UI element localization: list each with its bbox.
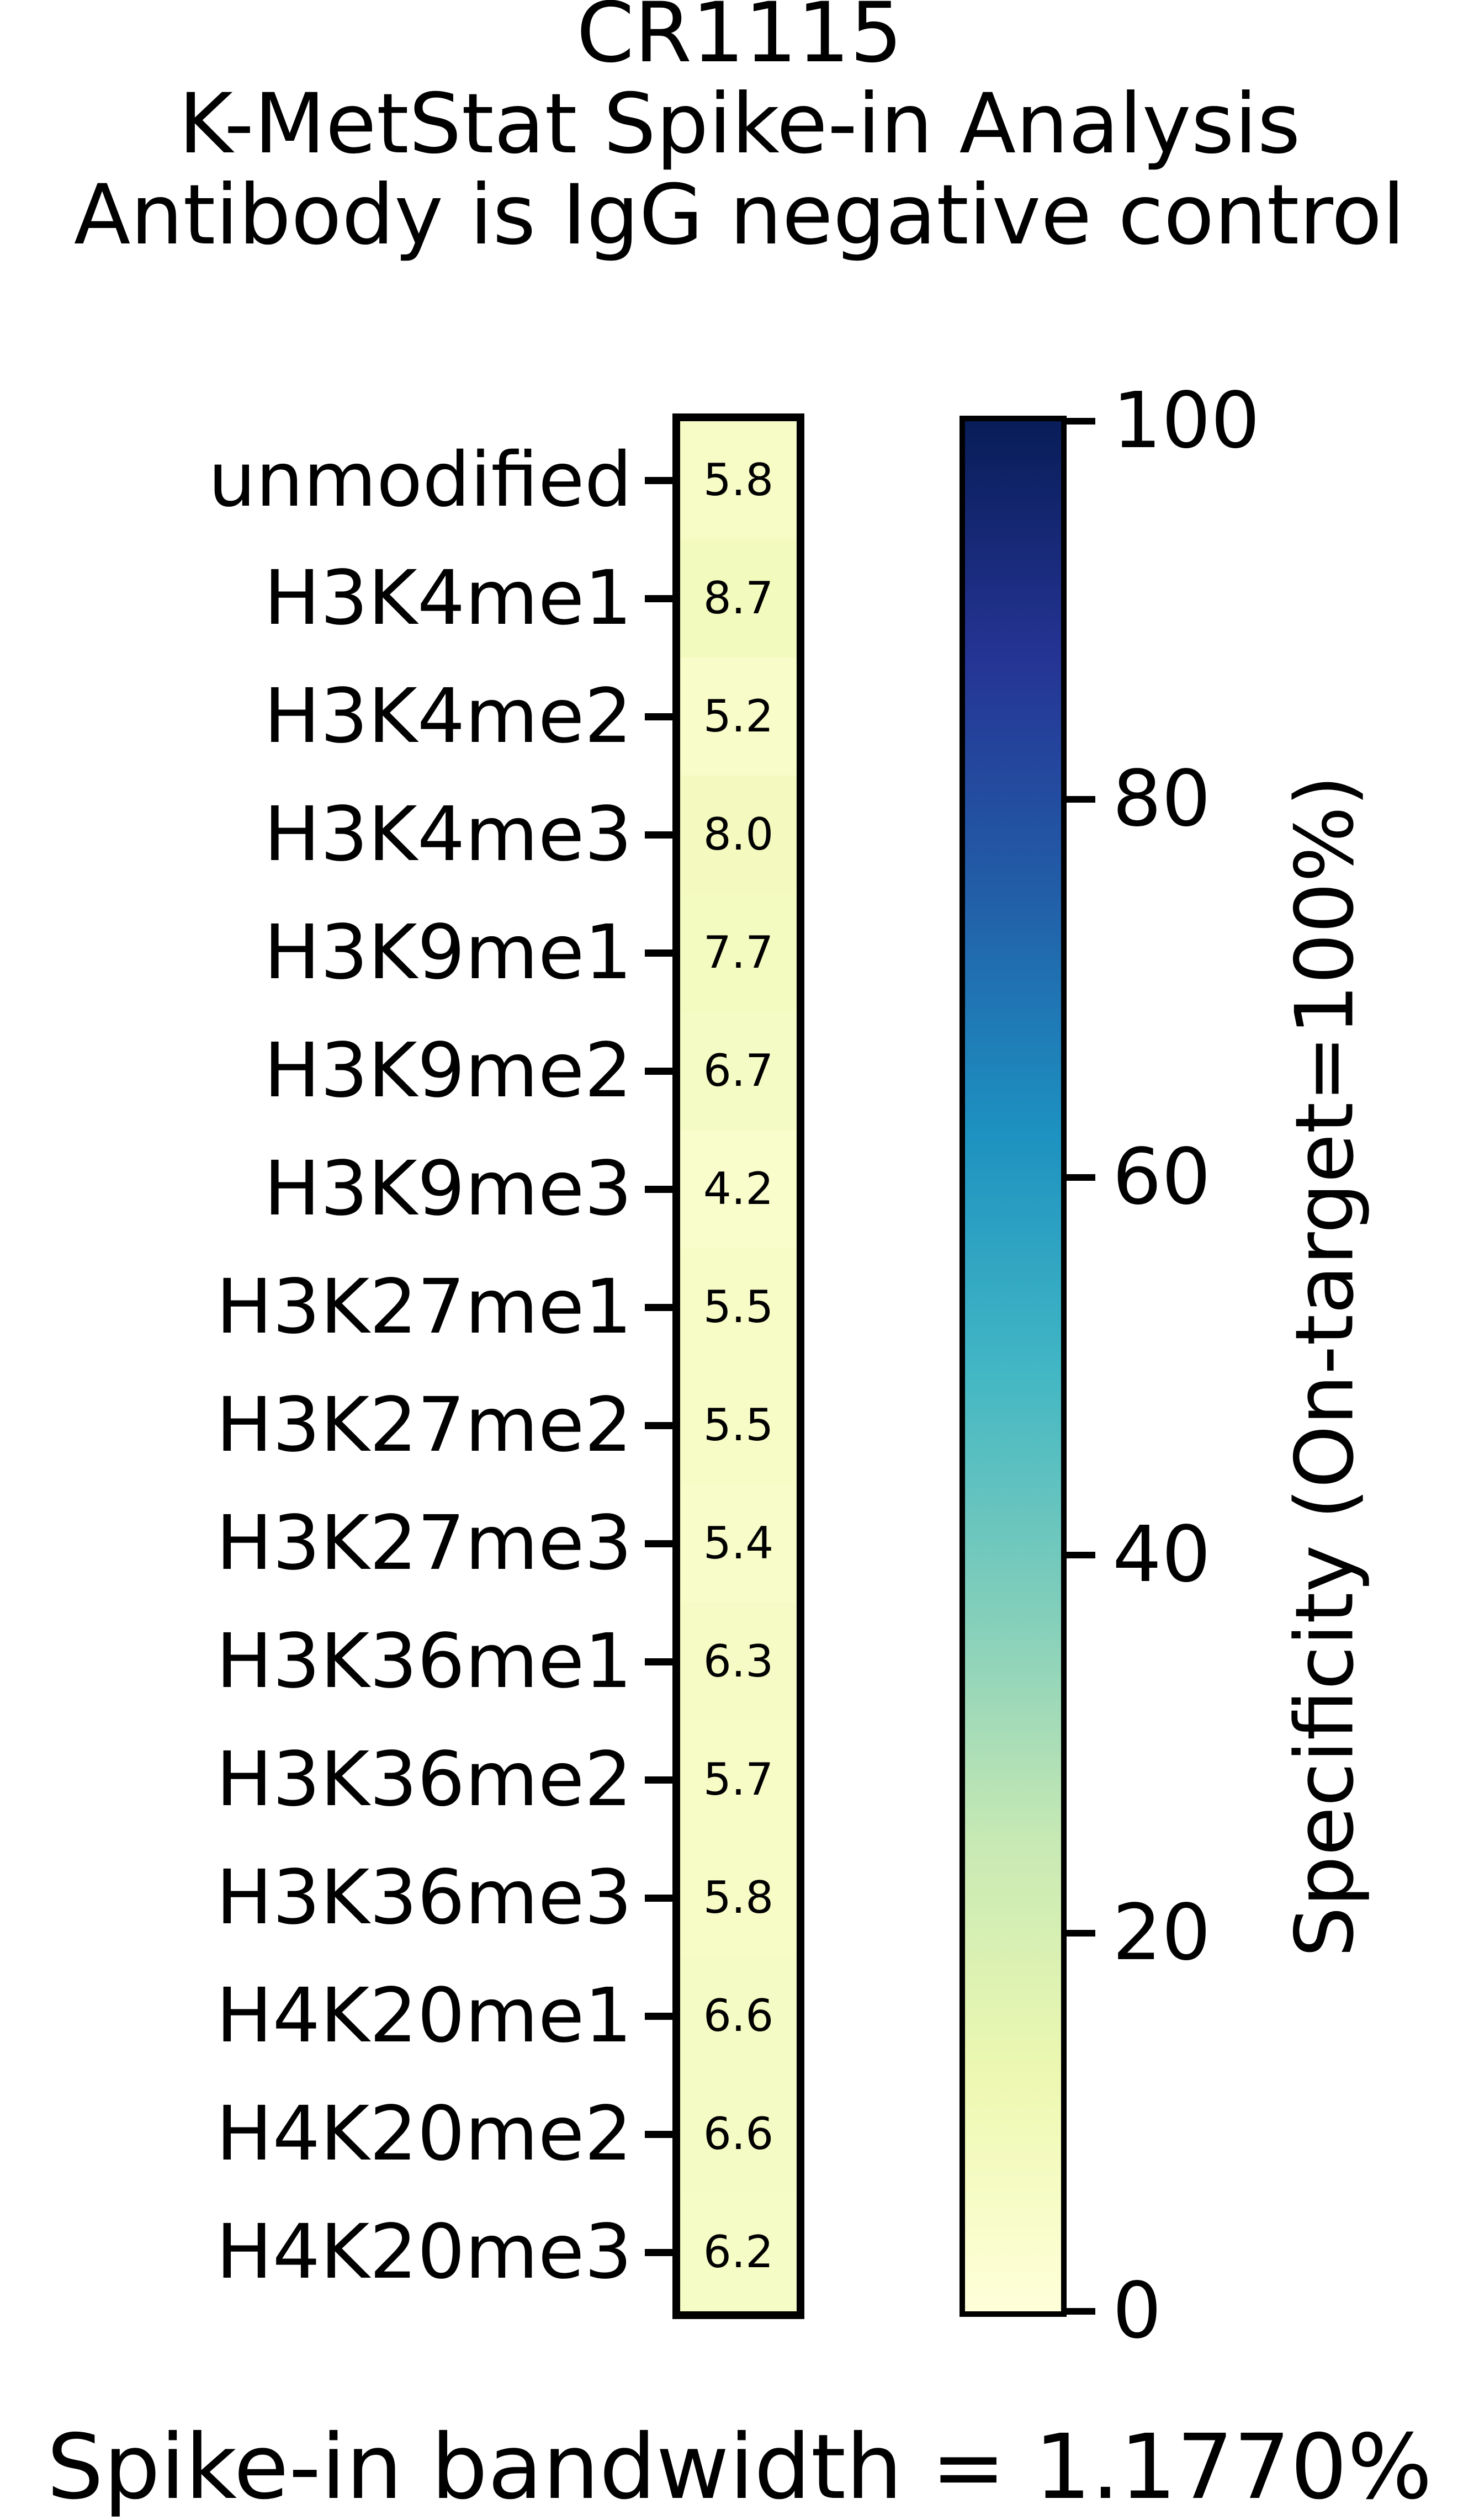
y-axis-tick xyxy=(645,1540,672,1547)
y-axis-tick xyxy=(645,2130,672,2138)
y-axis-tick xyxy=(645,476,672,484)
title-line-1: CR1115 xyxy=(576,0,903,81)
row-label: H3K4me3 xyxy=(263,791,632,878)
cell-value: 5.8 xyxy=(703,454,774,506)
heatmap-cell: 5.2 xyxy=(680,657,797,776)
footer-text: Spike-in bandwidth = 1.1770% xyxy=(46,2416,1433,2519)
y-axis-tick xyxy=(645,949,672,957)
cell-value: 5.2 xyxy=(703,691,774,742)
cell-value: 4.2 xyxy=(703,1163,774,1214)
y-axis-tick xyxy=(645,595,672,602)
y-axis-tick xyxy=(645,1421,672,1429)
heatmap-cell: 8.0 xyxy=(680,776,797,894)
colorbar-tick xyxy=(1061,795,1095,803)
cell-value: 5.7 xyxy=(703,1754,774,1805)
row-label: H3K27me2 xyxy=(216,1382,632,1469)
heatmap-cell: 5.4 xyxy=(680,1484,797,1603)
colorbar-tick-label: 40 xyxy=(1112,1510,1211,1600)
colorbar-tick xyxy=(1061,1174,1095,1181)
y-axis-tick xyxy=(645,713,672,720)
heatmap-cell: 6.6 xyxy=(680,1957,797,2075)
heatmap-cell: 5.5 xyxy=(680,1366,797,1484)
row-label: H3K9me2 xyxy=(263,1027,632,1115)
row-label: H3K36me3 xyxy=(216,1854,632,1941)
row-label: H4K20me2 xyxy=(216,2091,632,2178)
heatmap-cell: 5.8 xyxy=(680,421,797,539)
colorbar-tick xyxy=(1061,1930,1095,1937)
cell-value: 7.7 xyxy=(703,927,774,978)
row-label: H3K9me3 xyxy=(263,1145,632,1233)
row-label: H3K36me1 xyxy=(216,1618,632,1705)
colorbar-tick-label: 100 xyxy=(1112,376,1260,466)
cell-value: 5.8 xyxy=(703,1872,774,1923)
heatmap-cell: 5.5 xyxy=(680,1248,797,1366)
colorbar-tick-label: 20 xyxy=(1112,1888,1211,1978)
row-label: H4K20me1 xyxy=(216,1972,632,2060)
title-line-2: K-MetStat Spike-in Analysis xyxy=(178,76,1301,172)
cell-value: 8.7 xyxy=(703,572,774,624)
row-label: H3K36me2 xyxy=(216,1736,632,1823)
row-label: H3K4me2 xyxy=(263,673,632,760)
row-label: H3K4me1 xyxy=(263,555,632,642)
y-axis-tick xyxy=(645,1067,672,1075)
cell-value: 6.2 xyxy=(703,2226,774,2278)
colorbar xyxy=(960,416,1067,2317)
y-axis-tick xyxy=(645,1185,672,1193)
heatmap-cell: 6.6 xyxy=(680,2075,797,2193)
heatmap-cell: 6.3 xyxy=(680,1603,797,1721)
heatmap-cell: 4.2 xyxy=(680,1130,797,1248)
heatmap-cell: 5.8 xyxy=(680,1839,797,1957)
row-label: H3K27me3 xyxy=(216,1500,632,1587)
heatmap-cell: 7.7 xyxy=(680,894,797,1012)
cell-value: 5.5 xyxy=(703,1399,774,1451)
heatmap-cell: 5.7 xyxy=(680,1721,797,1839)
y-axis-tick xyxy=(645,2012,672,2020)
heatmap: 5.8 8.7 5.2 8.0 7.7 6.7 4.2 5.5 5.5 5.4 6.3 5.7 5.8 6… xyxy=(672,413,804,2319)
colorbar-tick-label: 0 xyxy=(1112,2266,1162,2356)
y-axis-tick xyxy=(645,1658,672,1665)
y-axis-tick xyxy=(645,831,672,839)
row-label: unmodified xyxy=(208,437,632,524)
y-axis-tick xyxy=(645,1303,672,1311)
cell-value: 5.4 xyxy=(703,1518,774,1569)
cell-value: 6.7 xyxy=(703,1045,774,1096)
row-label: H3K9me1 xyxy=(263,909,632,996)
cell-value: 6.6 xyxy=(703,1990,774,2041)
title-line-3: Antibody is IgG negative control xyxy=(73,167,1406,263)
y-axis-tick xyxy=(645,1894,672,1902)
y-axis-tick xyxy=(645,1776,672,1784)
heatmap-cell: 6.2 xyxy=(680,2193,797,2311)
cell-value: 6.6 xyxy=(703,2108,774,2160)
colorbar-tick-label: 80 xyxy=(1112,754,1211,844)
colorbar-tick xyxy=(1061,1552,1095,1559)
y-axis-tick xyxy=(645,2248,672,2256)
colorbar-tick xyxy=(1061,2308,1095,2315)
colorbar-tick-label: 60 xyxy=(1112,1132,1211,1222)
row-label: H4K20me3 xyxy=(216,2209,632,2296)
cell-value: 6.3 xyxy=(703,1636,774,1687)
heatmap-cell: 6.7 xyxy=(680,1012,797,1130)
colorbar-tick xyxy=(1061,418,1095,425)
chart-title: CR1115 K-MetStat Spike-in Analysis Antib… xyxy=(0,0,1479,261)
row-label: H3K27me1 xyxy=(216,1264,632,1351)
cell-value: 5.5 xyxy=(703,1281,774,1333)
heatmap-cell: 8.7 xyxy=(680,539,797,657)
cell-value: 8.0 xyxy=(703,809,774,860)
colorbar-axis-label: Specificity (On-target=100%) xyxy=(1278,775,1372,1957)
